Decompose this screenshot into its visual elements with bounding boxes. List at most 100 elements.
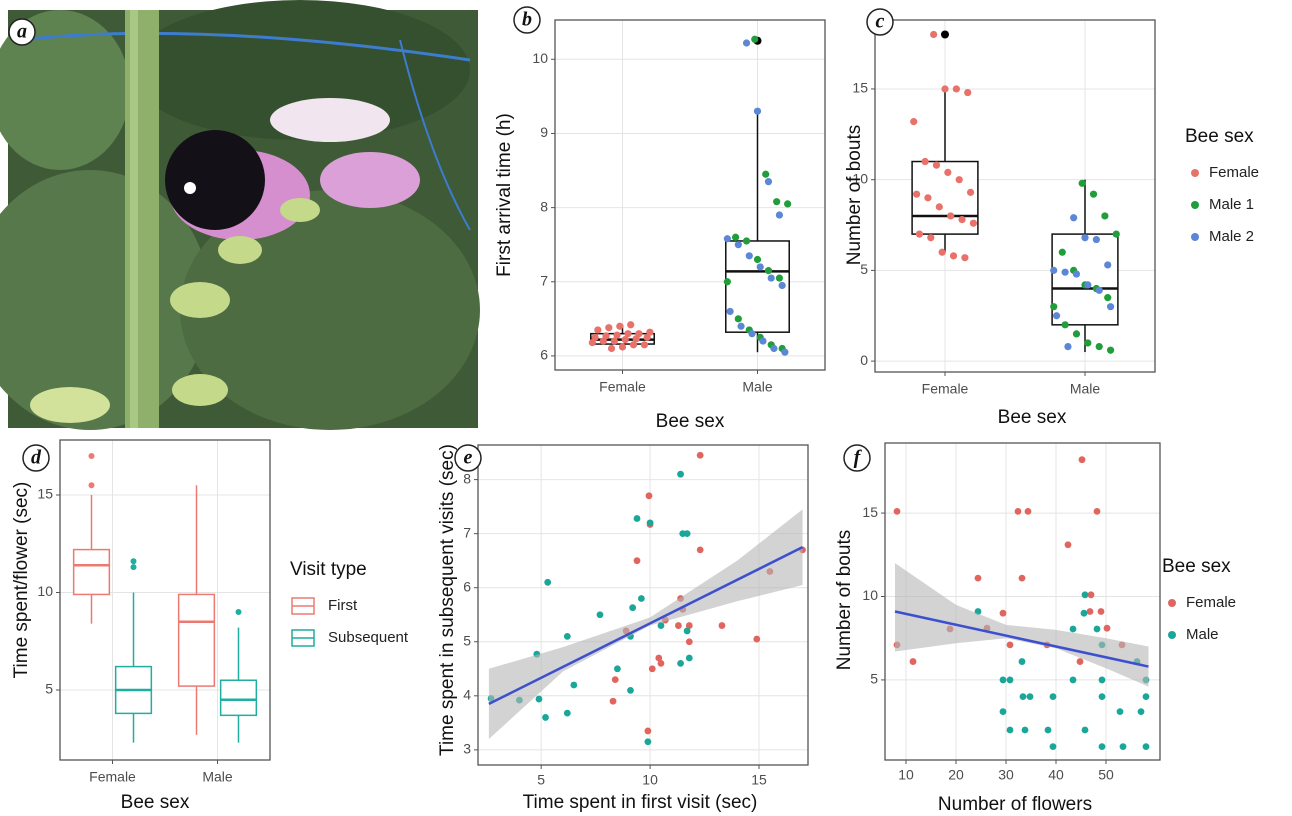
point (602, 332, 610, 340)
point (1061, 321, 1069, 329)
point (1070, 214, 1078, 222)
x-axis-title: Number of flowers (938, 794, 1092, 815)
point (938, 248, 946, 256)
point (969, 219, 978, 227)
point (921, 157, 929, 166)
point (1052, 312, 1061, 320)
point (696, 451, 704, 459)
point (912, 190, 921, 198)
net-string (399, 39, 471, 231)
point (773, 198, 781, 206)
point (947, 212, 955, 220)
point (1058, 248, 1066, 256)
point (742, 237, 751, 245)
y-tick-label: 5 (463, 632, 471, 648)
panel-label: d (31, 447, 42, 469)
y-axis-title: Time spent/flower (sec) (11, 482, 32, 679)
outlier (88, 452, 95, 459)
point (1089, 190, 1098, 198)
point (952, 85, 960, 93)
legend-key (1191, 169, 1199, 177)
box (1051, 233, 1119, 326)
point (1093, 625, 1101, 633)
point (683, 530, 691, 538)
legend-entry: Male 1 (1209, 196, 1254, 213)
point (1093, 508, 1101, 515)
box (219, 679, 258, 717)
point (1026, 693, 1034, 700)
point (1142, 743, 1150, 751)
point (1086, 608, 1094, 615)
y-tick-label: 5 (45, 681, 53, 697)
point (1116, 708, 1124, 716)
point (927, 234, 935, 242)
panel-label: b (522, 9, 532, 31)
panel-label-badge (866, 8, 894, 36)
y-tick-label: 7 (540, 272, 548, 288)
point (696, 546, 704, 554)
y-axis-title: Number of bouts (844, 125, 865, 265)
point (961, 254, 969, 262)
x-axis-title: Bee sex (656, 411, 725, 432)
panel-label: f (854, 447, 863, 469)
point (1006, 726, 1014, 734)
legend-entry: Male 2 (1209, 228, 1254, 245)
outlier (235, 608, 242, 615)
point (1137, 708, 1145, 716)
point (1106, 346, 1115, 354)
y-tick-label: 10 (532, 50, 548, 66)
y-tick-label: 3 (463, 741, 471, 757)
point (1061, 268, 1069, 276)
point (1049, 693, 1057, 700)
legend-entry: Subsequent (328, 629, 409, 646)
y-tick-label: 8 (463, 470, 471, 486)
point (1021, 726, 1029, 734)
y-tick-label: 15 (37, 486, 53, 502)
bee (165, 130, 265, 230)
x-axis-title: Bee sex (998, 407, 1067, 428)
point (674, 622, 682, 629)
point (924, 194, 932, 202)
point (1076, 658, 1084, 665)
point (748, 330, 756, 338)
point (1084, 281, 1092, 289)
point (605, 324, 613, 332)
point (944, 168, 952, 177)
x-tick-label: 10 (898, 767, 914, 783)
legend-entry: Female (1209, 164, 1259, 181)
bud (30, 387, 110, 423)
point (718, 622, 726, 629)
point (999, 676, 1007, 684)
point (1142, 693, 1150, 700)
point (644, 738, 652, 746)
y-axis-title: First arrival time (h) (494, 113, 515, 277)
point (781, 348, 789, 356)
point (1106, 303, 1115, 311)
point (1018, 574, 1026, 582)
point (685, 622, 693, 629)
point (930, 30, 938, 39)
fit-line (488, 546, 804, 706)
legend-title: Bee sex (1185, 126, 1254, 147)
point (1098, 676, 1106, 684)
point (1014, 508, 1022, 515)
point (629, 341, 638, 349)
y-tick-label: 9 (540, 124, 548, 140)
point (1072, 270, 1081, 278)
point (737, 322, 745, 330)
point (753, 255, 762, 264)
legend-key (1191, 201, 1199, 209)
point (742, 39, 751, 47)
x-tick-label: 15 (751, 772, 767, 788)
point (723, 278, 731, 286)
point (1084, 339, 1092, 347)
bud (218, 236, 262, 264)
legend-key (1168, 599, 1176, 607)
point (1064, 342, 1072, 351)
point (932, 161, 941, 169)
point (640, 341, 649, 349)
panel-label-badge (454, 444, 482, 472)
y-axis-title: Time spent in subsequent visits (sec) (437, 444, 458, 756)
x-tick-label: 5 (537, 772, 545, 788)
bud (172, 374, 228, 406)
